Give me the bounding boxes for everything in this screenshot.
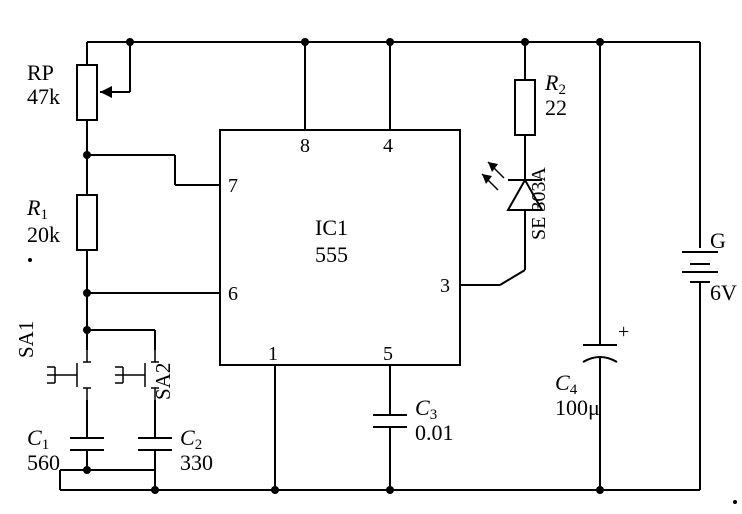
c4-val: 100μ [555,395,600,420]
resistor-r1 [77,155,97,293]
pushbutton-sa1 [47,350,91,400]
capacitor-c3 [373,415,407,427]
ic1-pin5: 5 [383,343,393,365]
g-ref: G [710,228,726,253]
c2-val: 330 [180,450,213,475]
rp-val: 47k [27,84,60,109]
r2-ref: R2 [544,70,566,98]
r2-val: 22 [545,95,567,120]
ic1-pin7: 7 [228,175,238,197]
sa2-ref: SA2 [151,363,175,400]
battery-g [682,248,718,282]
c1-ref: C1 [27,425,49,453]
g-val: 6V [710,280,737,305]
ic1-pin3: 3 [440,275,450,297]
r1-ref: R1 [26,195,48,223]
c1-val: 560 [27,450,60,475]
sa1-ref: SA1 [14,321,38,358]
ic1-ref: IC1 [315,215,348,240]
c2-ref: C2 [180,425,202,453]
capacitor-c1 [70,400,104,470]
r1-val: 20k [27,222,60,247]
ic1-pin4: 4 [383,135,393,157]
rp-ref: RP [27,60,54,85]
ic1-pin1: 1 [268,343,278,365]
ic1-pin8: 8 [300,135,310,157]
c3-ref: C3 [415,395,437,423]
c4-plus: + [618,321,629,343]
ic1-val: 555 [315,242,348,267]
c4-ref: C4 [555,370,578,398]
resistor-r2 [515,80,535,135]
capacitor-c2 [138,400,172,470]
potentiometer-rp [77,38,134,155]
c3-val: 0.01 [415,420,454,445]
led-ref: SE 303A [528,167,550,240]
ic1-pin6: 6 [228,283,238,305]
